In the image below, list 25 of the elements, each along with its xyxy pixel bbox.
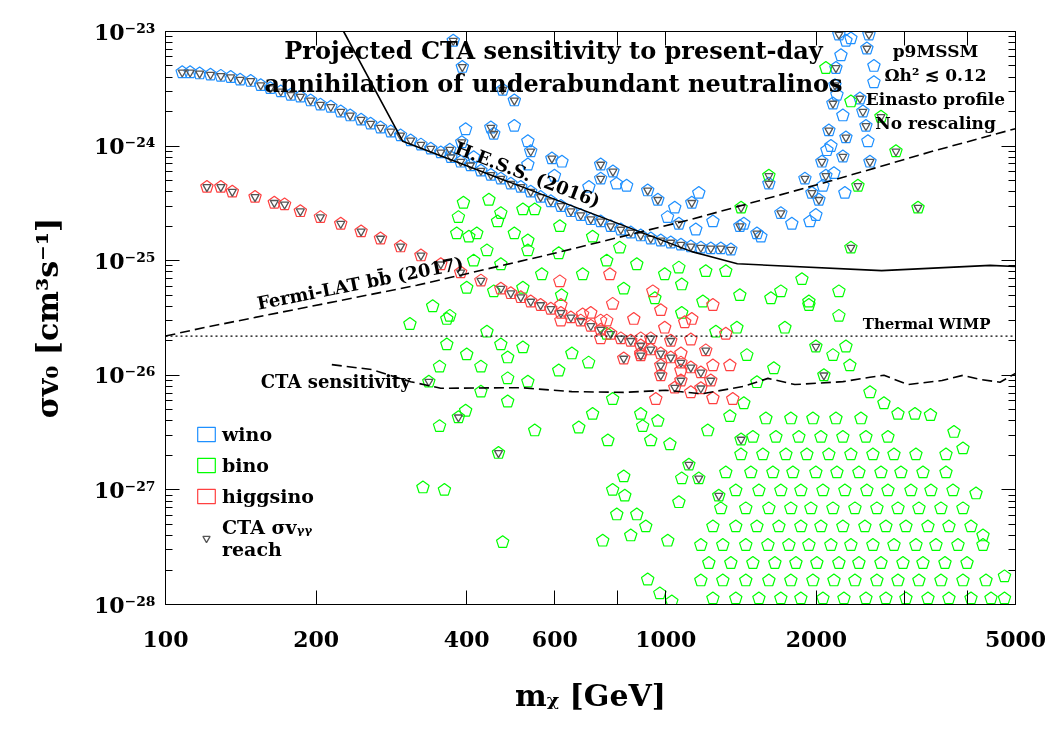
x-axis-title: mᵪ [GeV] [515,677,666,713]
annotation: CTA sensitivity [260,371,412,393]
y-tick-label: 10⁻²⁷ [94,476,156,503]
y-tick-label: 10⁻²⁵ [94,247,156,274]
x-tick-label: 600 [531,625,578,652]
x-tick-label: 100 [142,625,189,652]
y-tick-label: 10⁻²⁶ [94,362,156,389]
annotation: p9MSSM [892,40,979,61]
annotation: Ωh² ≲ 0.12 [884,64,987,85]
annotation: No rescaling [875,112,996,133]
x-tick-label: 5000 [984,625,1047,652]
y-axis-title: σv₀ [cm³s⁻¹] [30,217,65,419]
x-tick-label: 200 [293,625,340,652]
annotation: Einasto profile [865,88,1006,109]
legend-label: bino [222,454,269,476]
legend-label: higgsino [222,485,315,507]
legend-label: CTA σvᵧᵧ reach [222,516,313,560]
ref-line-label: Thermal WIMP [862,315,991,334]
x-tick-label: 400 [443,625,490,652]
x-tick-label: 1000 [635,625,697,652]
y-tick-label: 10⁻²³ [94,18,156,45]
x-tick-label: 2000 [785,625,848,652]
y-tick-label: 10⁻²⁸ [94,591,156,618]
legend-label: wino [222,423,273,445]
y-tick-label: 10⁻²⁴ [94,133,156,160]
